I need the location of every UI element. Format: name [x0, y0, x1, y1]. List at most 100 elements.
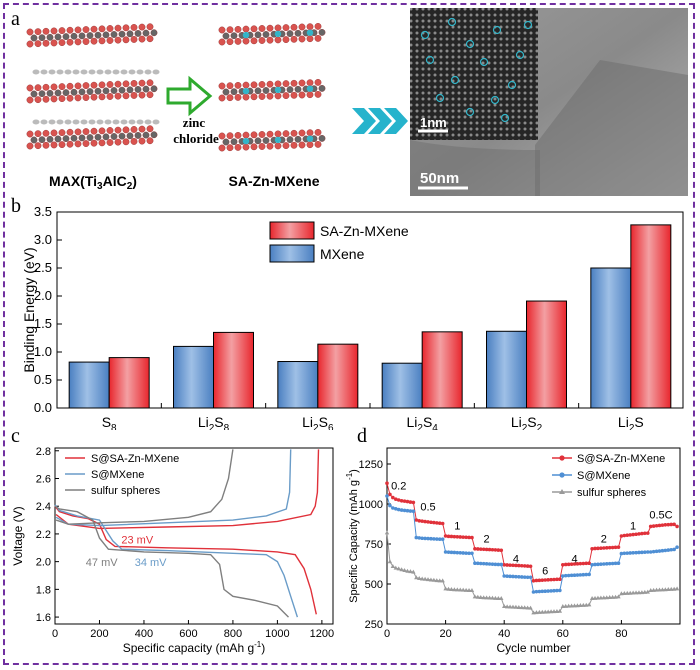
al-atom — [120, 119, 128, 125]
atom — [126, 30, 134, 38]
zn-atom-marker — [523, 20, 533, 30]
atom — [234, 143, 242, 151]
curve-charge — [55, 449, 292, 527]
data-point — [446, 586, 451, 591]
data-point — [586, 602, 592, 607]
data-point — [393, 565, 398, 570]
atom — [58, 95, 66, 103]
data-point — [525, 564, 530, 568]
data-point — [516, 604, 522, 609]
atom — [34, 130, 42, 138]
atom — [234, 25, 242, 33]
atom — [106, 37, 114, 44]
cat-base: S — [102, 414, 111, 430]
data-point — [534, 589, 539, 594]
data-point — [601, 595, 607, 600]
cat-sub2: 8 — [224, 423, 230, 430]
data-point — [675, 545, 679, 549]
y-tick-label: 1.0 — [34, 344, 52, 359]
x-tick-label: 1000 — [265, 628, 289, 640]
cat-tail: S — [634, 414, 643, 430]
cat-base: Li — [618, 414, 629, 430]
data-point — [484, 562, 489, 566]
data-point — [599, 562, 603, 566]
hrtem-inset — [410, 8, 538, 140]
al-atom — [112, 119, 120, 125]
atom — [90, 37, 98, 45]
data-point — [555, 577, 559, 582]
data-point — [627, 590, 633, 595]
data-point — [648, 524, 653, 529]
zn-atom-marker — [492, 25, 502, 35]
atom — [282, 92, 290, 100]
y-tick-label: 2.2 — [36, 529, 51, 541]
data-point — [613, 594, 618, 599]
atom — [314, 79, 322, 86]
atom — [30, 34, 38, 42]
al-atom — [64, 69, 72, 75]
atom — [282, 36, 290, 43]
data-point — [437, 521, 442, 525]
data-point — [399, 567, 404, 572]
data-point — [472, 594, 478, 599]
data-point — [385, 481, 389, 485]
atom — [266, 80, 274, 88]
data-point — [476, 547, 480, 551]
atom — [290, 35, 298, 43]
atom — [106, 81, 114, 88]
atom — [262, 87, 270, 94]
atom — [234, 38, 242, 45]
atom — [282, 80, 290, 88]
y-tick-label: 0.0 — [34, 400, 52, 415]
voltage-profile-chart: 0 200 400 600 800 1000 1200 1.6 1.8 2.0 2.2 2.4 2.6 2… — [11, 446, 334, 655]
data-point — [563, 573, 568, 578]
data-point — [402, 499, 407, 503]
atom — [298, 91, 306, 99]
data-point — [490, 595, 495, 600]
data-point — [572, 562, 577, 566]
bar-sa-zn-mxene — [526, 300, 567, 409]
y-tick-label: 1250 — [359, 459, 383, 471]
cat-base: Li — [511, 414, 522, 430]
atom — [74, 26, 82, 34]
data-point — [443, 534, 448, 538]
atom — [222, 88, 230, 96]
data-point — [435, 537, 439, 541]
bar-mxene — [68, 361, 110, 409]
legend-label: sulfur spheres — [91, 485, 161, 497]
atom — [218, 38, 226, 46]
atom — [314, 128, 322, 136]
data-point — [440, 521, 445, 526]
atom — [102, 31, 110, 39]
data-point — [654, 549, 659, 554]
data-point — [543, 589, 548, 593]
data-point — [464, 535, 468, 540]
annotation-label: 23 mV — [121, 535, 153, 547]
al-atom — [56, 119, 64, 125]
data-point — [578, 603, 583, 608]
data-point — [593, 546, 597, 551]
x-category-label: S8 — [102, 414, 117, 430]
data-point — [640, 531, 644, 536]
al-atom — [80, 119, 88, 125]
atom — [70, 88, 78, 96]
data-point — [625, 590, 630, 595]
atom — [70, 134, 78, 142]
cat-base: Li — [198, 414, 209, 430]
data-point — [540, 589, 545, 594]
data-point — [634, 532, 638, 537]
atom — [62, 33, 70, 40]
atom — [274, 36, 282, 44]
data-point — [391, 495, 395, 500]
crystal-layer-6 — [218, 128, 326, 152]
data-point — [390, 564, 396, 568]
data-point — [496, 596, 501, 600]
atom — [114, 80, 122, 88]
atom — [294, 85, 302, 93]
data-point — [616, 594, 621, 599]
atom — [286, 136, 294, 144]
atom — [66, 140, 74, 148]
cat-sub: 2 — [629, 423, 635, 430]
atom — [306, 91, 314, 99]
data-point — [589, 596, 595, 600]
